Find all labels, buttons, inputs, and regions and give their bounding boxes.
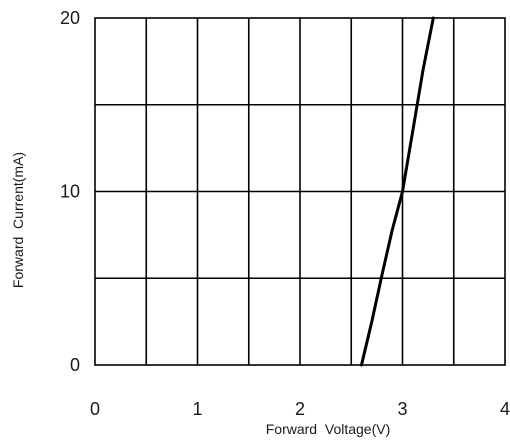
- x-axis-label: Forward Voltage(V): [266, 421, 391, 437]
- x-axis-ticks: 0 1 2 3 4: [90, 399, 510, 419]
- iv-curve-line: [360, 16, 435, 367]
- x-tick-label: 4: [500, 399, 510, 419]
- x-tick-label: 3: [397, 399, 407, 419]
- y-axis-label: Forward Current(mA): [10, 152, 26, 288]
- y-axis-ticks: 0 10 20: [60, 8, 80, 375]
- x-tick-label: 0: [90, 399, 100, 419]
- y-tick-label: 20: [60, 8, 80, 28]
- series-layer: [360, 16, 435, 367]
- y-tick-label: 10: [60, 182, 80, 202]
- plot-frame: [94, 17, 506, 366]
- x-tick-label: 1: [192, 399, 202, 419]
- y-tick-label: 0: [70, 355, 80, 375]
- x-tick-label: 2: [295, 399, 305, 419]
- grid: [95, 18, 505, 365]
